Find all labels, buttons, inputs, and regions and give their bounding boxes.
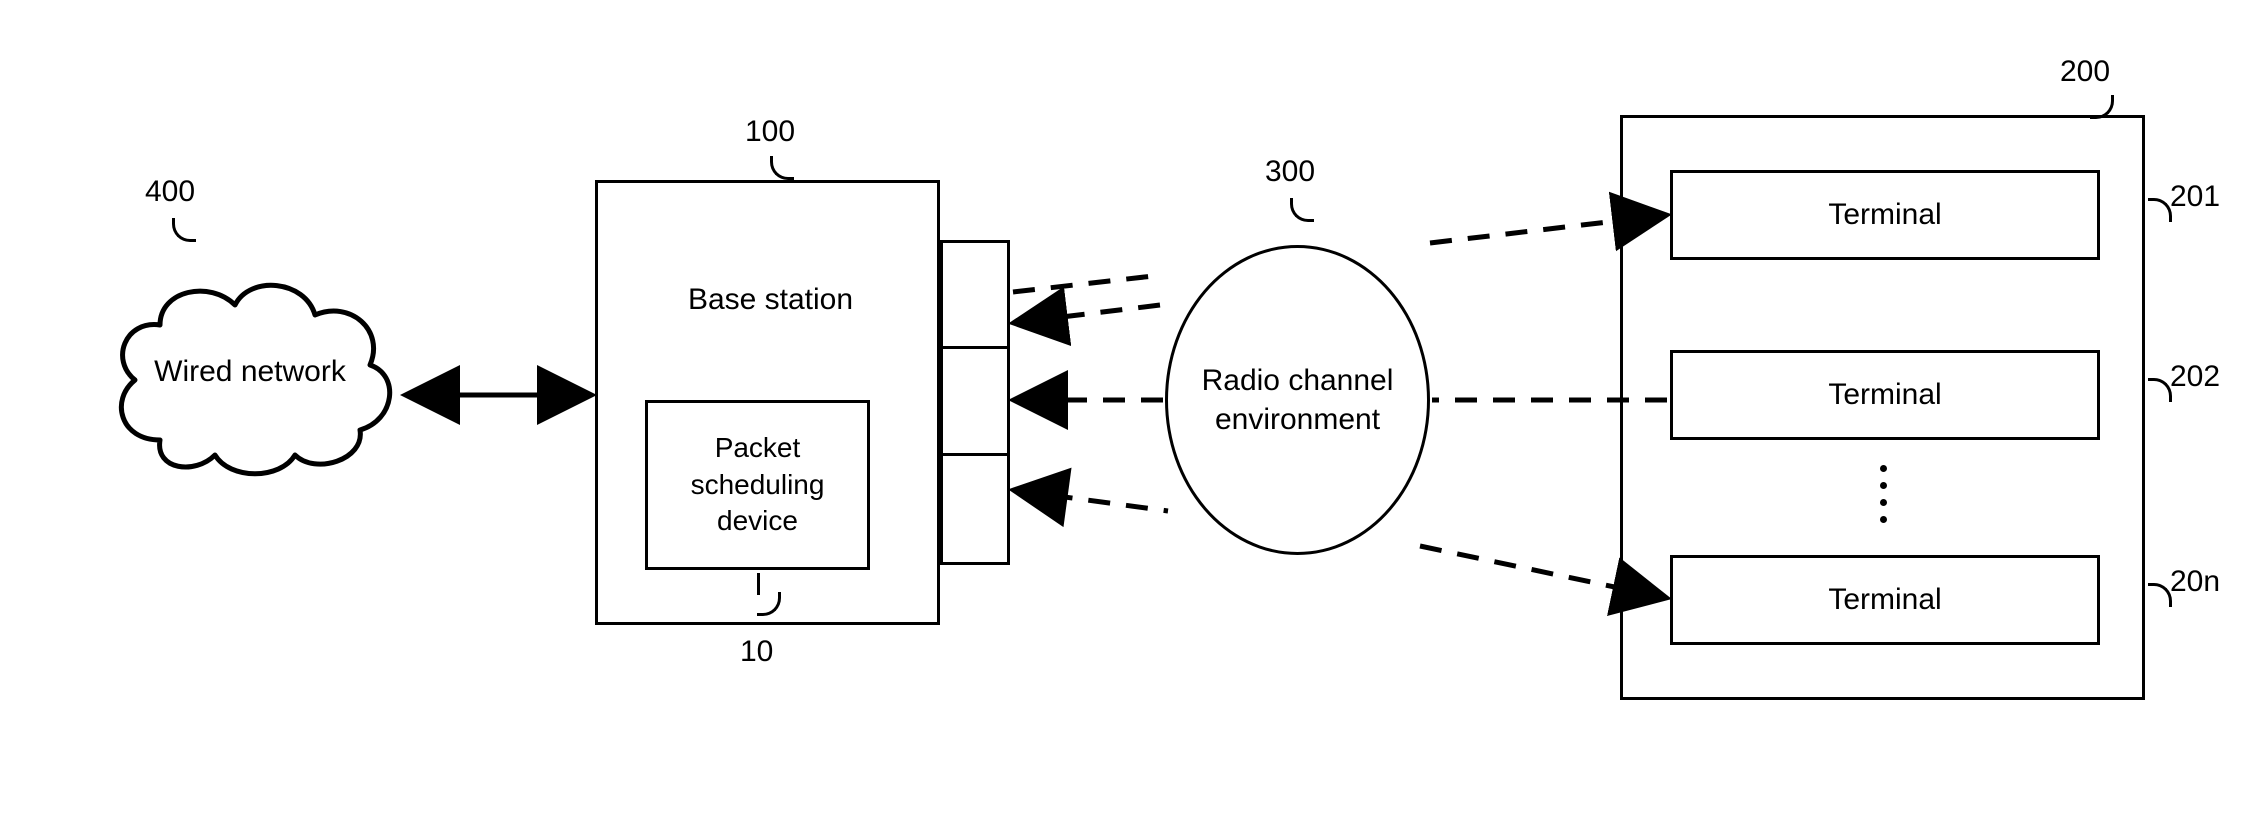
buffer-cell-3 <box>943 456 1007 562</box>
ref-300-hook <box>1290 198 1314 222</box>
ref-10: 10 <box>740 635 773 669</box>
ref-20n-hook <box>2148 583 2172 607</box>
packet-scheduler-box: Packet scheduling device <box>645 400 870 570</box>
terminal-2: Terminal <box>1670 350 2100 440</box>
wired-network-cloud: Wired network <box>100 260 400 490</box>
packet-scheduler-label: Packet scheduling device <box>691 430 825 539</box>
ref-400-hook <box>172 218 196 242</box>
ref-20n: 20n <box>2170 565 2220 599</box>
radio-channel-label: Radio channel environment <box>1202 361 1394 439</box>
buffer-stack <box>940 240 1010 565</box>
ref-400: 400 <box>145 175 195 209</box>
buffer-cell-1 <box>943 243 1007 349</box>
terminal-2-label: Terminal <box>1828 378 1941 412</box>
terminal-n-label: Terminal <box>1828 583 1941 617</box>
buffer-cell-2 <box>943 349 1007 455</box>
ref-201: 201 <box>2170 180 2220 214</box>
base-station-title: Base station <box>598 283 943 317</box>
ref-202-hook <box>2148 378 2172 402</box>
ref-201-hook <box>2148 198 2172 222</box>
terminal-1-label: Terminal <box>1828 198 1941 232</box>
radio-channel-ellipse: Radio channel environment <box>1165 245 1430 555</box>
wired-network-label: Wired network <box>100 355 400 389</box>
ellipsis-dots <box>1880 465 1887 523</box>
ref-202: 202 <box>2170 360 2220 394</box>
ref-200: 200 <box>2060 55 2110 89</box>
ref-100: 100 <box>745 115 795 149</box>
terminal-n: Terminal <box>1670 555 2100 645</box>
diagram-canvas: Wired network 400 Base station Packet sc… <box>0 0 2251 833</box>
ref-300: 300 <box>1265 155 1315 189</box>
ref-100-hook <box>770 156 794 180</box>
terminal-1: Terminal <box>1670 170 2100 260</box>
